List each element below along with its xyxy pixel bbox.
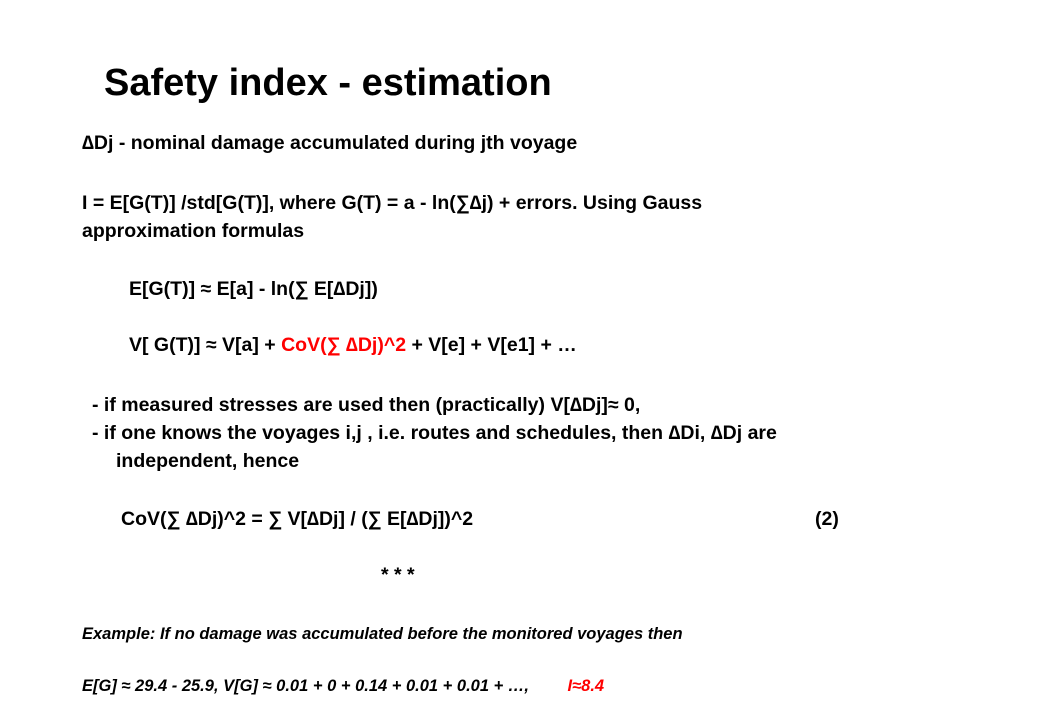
variance-formula-suffix: + V[e] + V[e1] + … [406,334,577,356]
definition-text: ∆Dj - nominal damage accumulated during … [82,132,578,154]
bullet-measured-stresses: - if measured stresses are used then (pr… [92,394,641,416]
example-result: I≈8.4 [567,677,605,695]
variance-formula-prefix: V[ G(T)] ≈ V[a] + [129,334,282,356]
example-line-2: E[G] ≈ 29.4 - 25.9, V[G] ≈ 0.01 + 0 + 0.… [82,676,604,696]
separator-asterisks: * * * [381,564,415,586]
equation-number: (2) [815,508,839,530]
bullet-continuation: independent, hence [116,450,300,472]
example-values: E[G] ≈ 29.4 - 25.9, V[G] ≈ 0.01 + 0 + 0.… [82,677,529,695]
example-line-1: Example: If no damage was accumulated be… [82,625,683,643]
cov-formula: CoV(∑ ∆Dj)^2 = ∑ V[∆Dj] / (∑ E[∆Dj])^2 [121,508,474,530]
slide-title: Safety index - estimation [104,62,552,104]
bullet-known-voyages: - if one knows the voyages i,j , i.e. ro… [92,422,777,444]
variance-formula: V[ G(T)] ≈ V[a] + CoV(∑ ∆Dj)^2 + V[e] + … [129,333,577,357]
variance-formula-highlight: CoV(∑ ∆Dj)^2 [281,334,407,356]
index-formula-line-1: I = E[G(T)] /std[G(T)], where G(T) = a -… [82,192,703,214]
expectation-formula: E[G(T)] ≈ E[a] - ln(∑ E[∆Dj]) [129,278,378,300]
index-formula-line-2: approximation formulas [82,220,305,242]
